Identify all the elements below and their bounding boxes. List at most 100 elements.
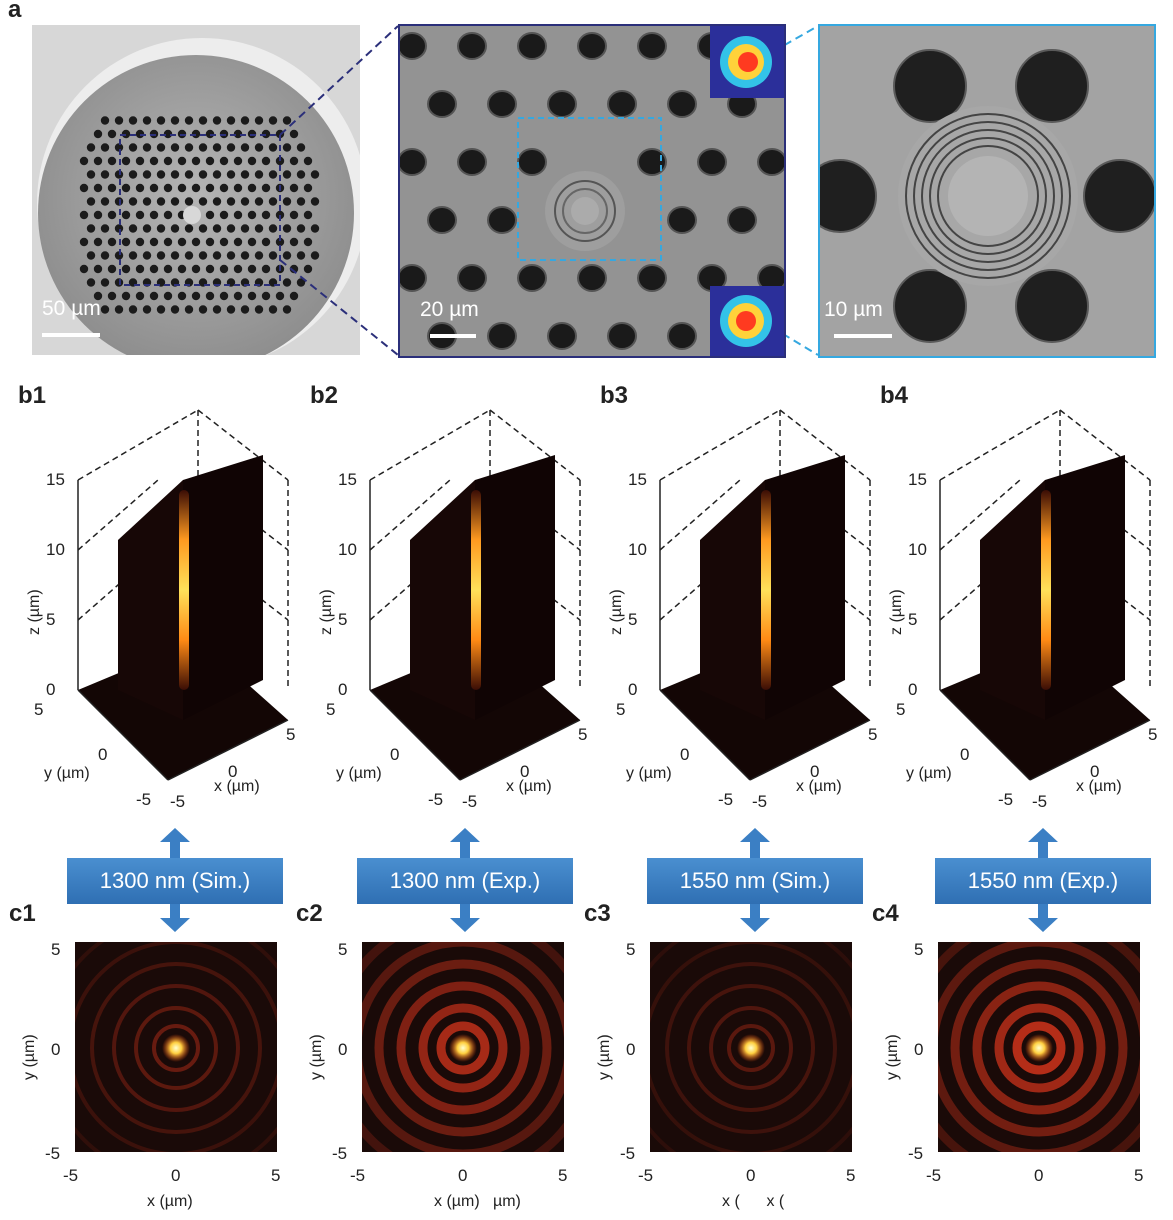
- b3-x-tick: -5: [752, 792, 768, 811]
- b2-x-tick: 5: [578, 725, 588, 744]
- c3-x-tick: 0: [746, 1166, 756, 1185]
- c2-y-tick: 0: [338, 1040, 348, 1059]
- b2-x-tick: -5: [462, 792, 478, 811]
- scalebar-label-2: 20 µm: [420, 298, 479, 321]
- c3-x-tick: 5: [846, 1166, 856, 1185]
- c4-y-label: y (µm): [884, 1034, 901, 1080]
- c4-x-tick: -5: [926, 1166, 942, 1185]
- b1-y-label: y (µm): [44, 765, 90, 782]
- c1-y-tick: -5: [45, 1144, 61, 1163]
- c2-x-tick: 0: [458, 1166, 468, 1185]
- label-box-4: 1550 nm (Exp.): [935, 858, 1151, 904]
- c3-x-tick: -5: [638, 1166, 654, 1185]
- b2-x-tick: 0: [520, 762, 530, 781]
- panel-letter-c1: c1: [9, 900, 36, 927]
- c2-y-label: y (µm): [308, 1034, 325, 1080]
- label-box-2: 1300 nm (Exp.): [357, 858, 573, 904]
- b1-z-label: z (µm): [26, 589, 43, 635]
- c1-focal-spot-map: [75, 942, 277, 1152]
- b3-z-tick: 0: [628, 680, 638, 699]
- b4-z-tick: 15: [908, 470, 927, 489]
- label-box-1: 1300 nm (Sim.): [67, 858, 283, 904]
- b1-y-tick: 0: [98, 745, 108, 764]
- b4-z-tick: 10: [908, 540, 927, 559]
- b2-z-label: z (µm): [318, 589, 335, 635]
- b4-y-tick: 5: [896, 700, 906, 719]
- b1-x-label: x (µm): [214, 778, 260, 795]
- b2-y-label: y (µm): [336, 765, 382, 782]
- lens-closeup-drawing: [820, 26, 1154, 356]
- b4-3d-field-plot: [939, 409, 1151, 781]
- b3-x-label: x (µm): [796, 778, 842, 795]
- c4-x-tick: 5: [1134, 1166, 1144, 1185]
- b2-y-tick: 0: [390, 745, 400, 764]
- sem-image-lens-array: 20 µm: [398, 24, 786, 358]
- panel-letter-b4: b4: [880, 382, 909, 409]
- scalebar-label-3: 10 µm: [824, 298, 883, 321]
- b4-y-tick: 0: [960, 745, 970, 764]
- b3-z-tick: 5: [628, 610, 638, 629]
- scalebar-label-1: 50 µm: [42, 297, 101, 320]
- b1-y-tick: 5: [34, 700, 44, 719]
- b2-z-tick: 10: [338, 540, 357, 559]
- b3-3d-field-plot: [659, 409, 871, 781]
- c2-x-label: x (µm) µm): [434, 1193, 521, 1210]
- c3-x-label: x ( x (: [722, 1193, 785, 1210]
- c2-y-tick: 5: [338, 940, 348, 959]
- c4-focal-spot-map: [938, 942, 1140, 1152]
- b2-y-tick: 5: [326, 700, 336, 719]
- b3-z-tick: 10: [628, 540, 647, 559]
- c2-x-tick: -5: [350, 1166, 366, 1185]
- b1-x-tick: 0: [228, 762, 238, 781]
- b1-z-tick: 10: [46, 540, 65, 559]
- c4-y-tick: -5: [908, 1144, 924, 1163]
- panel-letter-c4: c4: [872, 900, 899, 927]
- b2-z-tick: 15: [338, 470, 357, 489]
- c3-y-tick: 5: [626, 940, 636, 959]
- panel-letter-b2: b2: [310, 382, 339, 409]
- c1-y-label: y (µm): [21, 1034, 38, 1080]
- b2-z-tick: 5: [338, 610, 348, 629]
- b2-3d-field-plot: [369, 409, 581, 781]
- panel-letter-b3: b3: [600, 382, 629, 409]
- c1-x-tick: -5: [63, 1166, 79, 1185]
- c2-focal-spot-map: [362, 942, 564, 1152]
- b4-x-tick: 0: [1090, 762, 1100, 781]
- b1-z-tick: 15: [46, 470, 65, 489]
- c1-x-tick: 0: [171, 1166, 181, 1185]
- b4-x-tick: -5: [1032, 792, 1048, 811]
- panel-letter-c2: c2: [296, 900, 323, 927]
- b2-z-tick: 0: [338, 680, 348, 699]
- b2-x-label: x (µm): [506, 778, 552, 795]
- c2-x-tick: 5: [558, 1166, 568, 1185]
- b4-z-label: z (µm): [888, 589, 905, 635]
- b3-x-tick: 5: [868, 725, 878, 744]
- b4-x-tick: 5: [1148, 725, 1158, 744]
- b3-z-label: z (µm): [608, 589, 625, 635]
- b3-y-tick: 0: [680, 745, 690, 764]
- fiber-end-face-drawing: [32, 25, 367, 371]
- b4-x-label: x (µm): [1076, 778, 1122, 795]
- c1-y-tick: 5: [51, 940, 61, 959]
- b4-y-tick: -5: [998, 790, 1014, 809]
- b4-z-tick: 5: [908, 610, 918, 629]
- b1-z-tick: 0: [46, 680, 56, 699]
- b3-y-label: y (µm): [626, 765, 672, 782]
- c3-y-tick: 0: [626, 1040, 636, 1059]
- c1-x-tick: 5: [271, 1166, 281, 1185]
- panel-letter-c3: c3: [584, 900, 611, 927]
- b3-x-tick: 0: [810, 762, 820, 781]
- b3-z-tick: 15: [628, 470, 647, 489]
- c1-x-label: x (µm): [147, 1193, 193, 1210]
- b4-z-tick: 0: [908, 680, 918, 699]
- b1-z-tick: 5: [46, 610, 56, 629]
- panel-letter-b1: b1: [18, 382, 47, 409]
- b1-3d-field-plot: [77, 409, 289, 781]
- c1-y-tick: 0: [51, 1040, 61, 1059]
- c3-y-tick: -5: [620, 1144, 636, 1163]
- c4-y-tick: 5: [914, 940, 924, 959]
- c4-y-tick: 0: [914, 1040, 924, 1059]
- b3-y-tick: 5: [616, 700, 626, 719]
- b4-y-label: y (µm): [906, 765, 952, 782]
- b3-y-tick: -5: [718, 790, 734, 809]
